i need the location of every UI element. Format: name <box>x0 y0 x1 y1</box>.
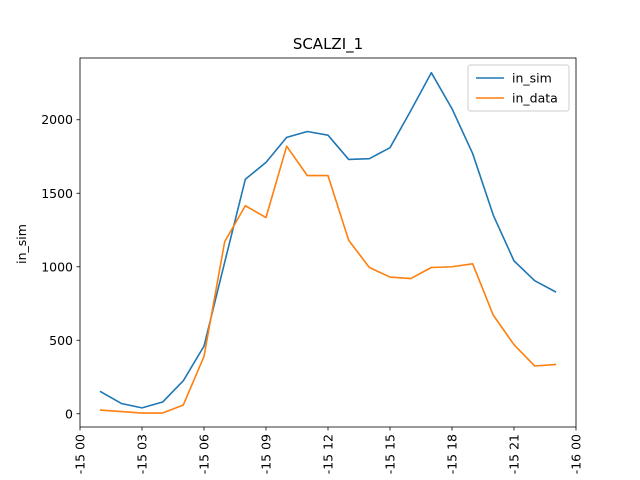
series-line-in_data <box>99 145 557 414</box>
plot-area <box>80 58 576 427</box>
x-tick-label: -15 18 <box>445 434 460 474</box>
x-tick-label: -15 03 <box>135 434 150 474</box>
x-tick-label: -15 09 <box>259 434 274 474</box>
x-tick-label: -15 06 <box>197 434 212 474</box>
legend: in_sim in_data <box>467 64 570 112</box>
y-tick-label: 2000 <box>41 112 73 127</box>
y-tick-label: 500 <box>49 333 73 348</box>
axes-layer: 0 500 1000 1500 2000 -15 00 -15 03 -15 06 -15 09… <box>41 57 584 474</box>
x-tick-label: -15 15 <box>383 434 398 474</box>
plot-background <box>80 58 576 427</box>
x-tick-label: -15 00 <box>73 434 88 474</box>
series-line-in_sim <box>99 71 557 409</box>
y-tick-label: 1000 <box>41 259 73 274</box>
legend-box <box>467 64 570 112</box>
legend-label-in_data: in_data <box>512 91 558 106</box>
chart-title: SCALZI_1 <box>293 35 363 54</box>
x-tick-label: -15 12 <box>321 434 336 474</box>
series-layer <box>99 71 557 414</box>
legend-label-in_sim: in_sim <box>512 71 552 86</box>
y-tick-label: 0 <box>65 406 73 421</box>
y-axis-label: in_sim <box>14 224 29 264</box>
y-tick-label: 1500 <box>41 186 73 201</box>
x-tick-label: -15 21 <box>507 434 522 474</box>
x-tick-label: -16 00 <box>569 434 584 474</box>
